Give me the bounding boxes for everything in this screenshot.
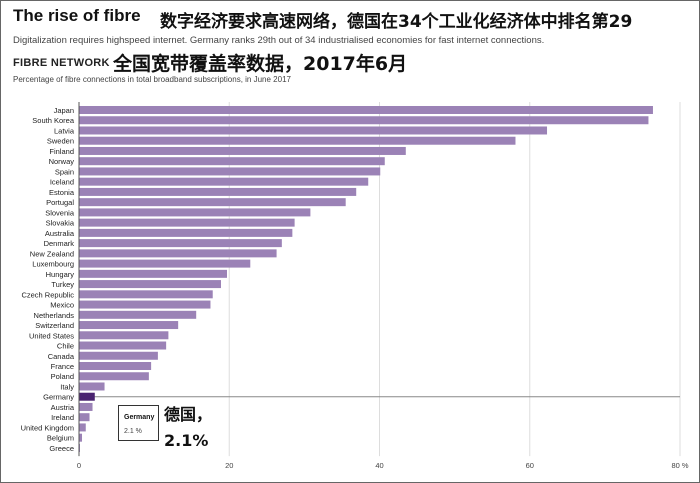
category-label: Denmark <box>44 239 75 248</box>
bar-united-states <box>79 331 169 340</box>
bar-canada <box>79 351 158 360</box>
category-label: Norway <box>49 157 75 166</box>
category-label: United States <box>29 331 74 340</box>
bar-spain <box>79 167 381 176</box>
category-label: Netherlands <box>34 311 75 320</box>
category-label: Germany <box>43 393 74 402</box>
bar-turkey <box>79 280 221 289</box>
section-label: FIBRE NETWORK <box>13 57 110 69</box>
germany-callout: 德国， 2.1% <box>164 402 212 454</box>
tooltip-name: Germany <box>124 414 155 421</box>
bar-south-korea <box>79 116 649 125</box>
chart-title-en: The rise of fibre <box>13 6 141 25</box>
section-title-zh: 全国宽带覆盖率数据，2017年6月 <box>113 53 408 75</box>
bar-czech-republic <box>79 290 213 299</box>
category-label: Slovenia <box>45 208 75 217</box>
category-label: Poland <box>51 372 74 381</box>
category-label: Turkey <box>51 280 74 289</box>
category-label: Sweden <box>47 137 74 146</box>
category-label: Iceland <box>50 178 74 187</box>
bar-italy <box>79 382 105 391</box>
bar-austria <box>79 402 93 411</box>
bar-portugal <box>79 198 346 207</box>
category-label: Belgium <box>47 434 74 443</box>
category-label: France <box>51 362 74 371</box>
bar-chile <box>79 341 167 350</box>
bar-finland <box>79 146 406 155</box>
category-label: Latvia <box>54 126 75 135</box>
x-tick-label: 60 <box>526 461 534 470</box>
bar-united-kingdom <box>79 423 86 432</box>
bar-latvia <box>79 126 548 135</box>
bar-ireland <box>79 413 90 422</box>
bar-denmark <box>79 239 282 248</box>
category-label: Switzerland <box>35 321 74 330</box>
x-tick-label: 0 <box>77 461 81 470</box>
category-label: Finland <box>49 147 74 156</box>
x-tick-label: 40 <box>375 461 383 470</box>
bar-germany <box>79 392 95 401</box>
category-label: United Kingdom <box>21 423 74 432</box>
germany-tooltip: Germany 2.1 % <box>118 405 159 441</box>
category-label: Ireland <box>51 413 74 422</box>
bar-sweden <box>79 136 516 145</box>
bar-belgium <box>79 433 83 442</box>
bar-luxembourg <box>79 259 251 268</box>
bar-australia <box>79 228 293 237</box>
category-label: South Korea <box>32 116 75 125</box>
category-label: Spain <box>55 167 74 176</box>
bar-japan <box>79 106 653 114</box>
category-label: Greece <box>49 444 74 453</box>
category-label: Portugal <box>46 198 74 207</box>
tooltip-value: 2.1 % <box>124 428 142 435</box>
bar-slovenia <box>79 208 311 217</box>
category-label: Italy <box>60 382 74 391</box>
category-label: Canada <box>48 352 75 361</box>
category-label: Australia <box>45 229 75 238</box>
bar-slovakia <box>79 218 295 227</box>
bar-new-zealand <box>79 249 277 258</box>
callout-line-2: 2.1% <box>164 431 209 450</box>
bar-france <box>79 362 152 370</box>
category-label: Mexico <box>50 301 74 310</box>
category-label: Chile <box>57 342 74 351</box>
chart-title-zh: 数字经济要求高速网络，德国在34个工业化经济体中排名第29 <box>160 12 633 32</box>
chart-subtitle: Digitalization requires highspeed intern… <box>13 35 545 46</box>
x-tick-label: 80 % <box>671 461 688 470</box>
bar-poland <box>79 372 149 381</box>
category-label: Estonia <box>49 188 75 197</box>
bar-switzerland <box>79 321 179 330</box>
category-label: Czech Republic <box>21 290 74 299</box>
bar-norway <box>79 157 385 166</box>
chart-caption: Percentage of fibre connections in total… <box>13 75 291 84</box>
category-label: Luxembourg <box>32 260 74 269</box>
callout-line-1: 德国， <box>164 405 213 424</box>
bar-iceland <box>79 177 369 186</box>
category-label: New Zealand <box>30 249 74 258</box>
bar-mexico <box>79 300 211 309</box>
bar-estonia <box>79 187 357 196</box>
category-label: Austria <box>51 403 75 412</box>
bar-hungary <box>79 269 227 278</box>
category-label: Hungary <box>46 270 75 279</box>
x-tick-label: 20 <box>225 461 233 470</box>
category-label: Slovakia <box>46 219 75 228</box>
category-label: Japan <box>54 106 74 115</box>
bar-netherlands <box>79 310 197 319</box>
